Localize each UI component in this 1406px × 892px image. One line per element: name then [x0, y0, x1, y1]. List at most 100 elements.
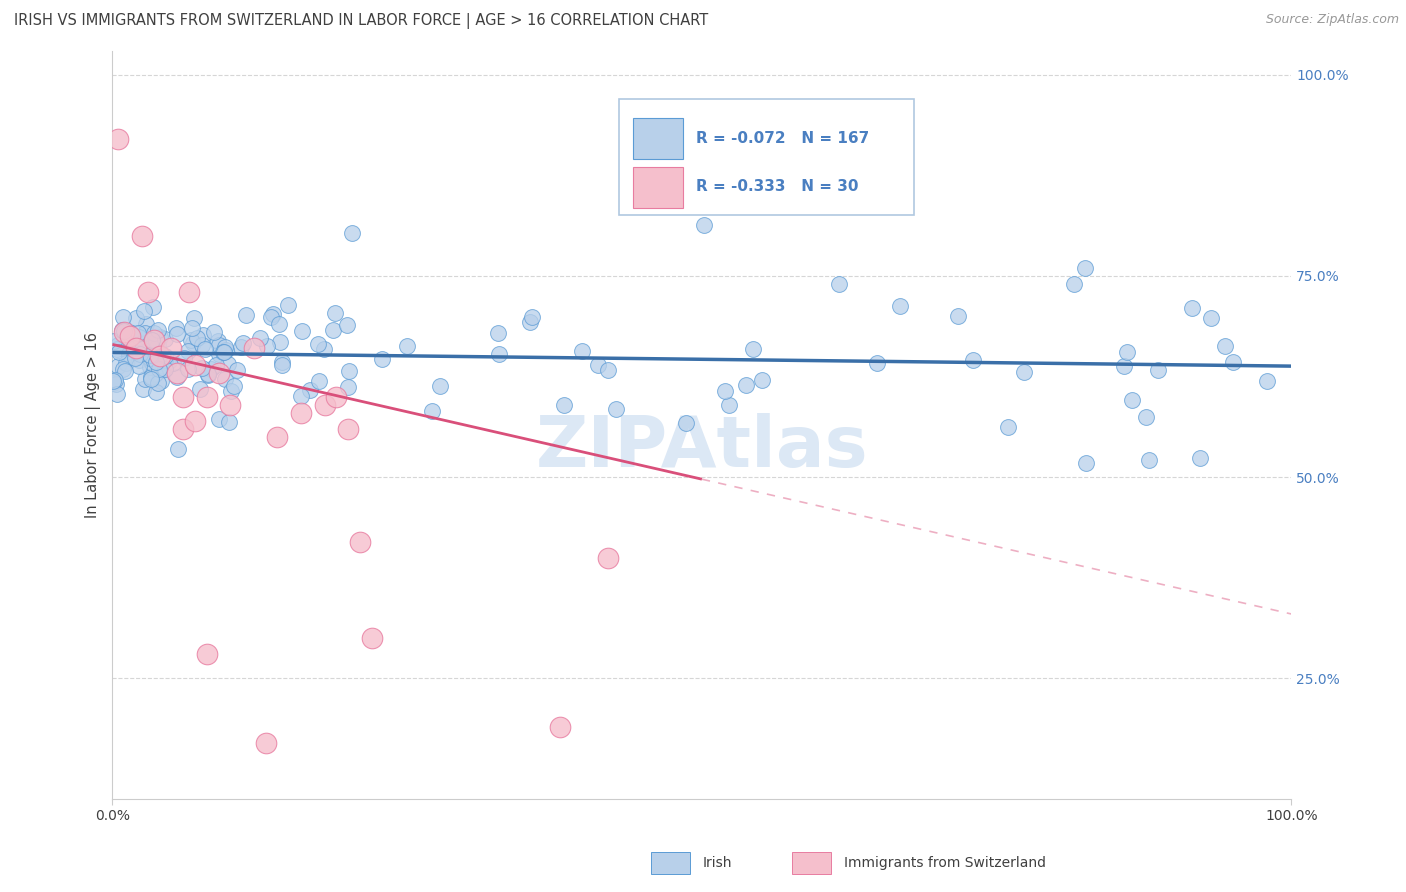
Point [1222, 355, 1244, 369]
Point [184, 358, 207, 372]
Text: Irish: Irish [703, 855, 733, 870]
FancyBboxPatch shape [634, 118, 683, 159]
Point [197, 367, 219, 381]
Point [139, 359, 162, 374]
Point [117, 347, 139, 361]
Point [395, 339, 418, 353]
Point [1199, 311, 1222, 326]
Point [149, 329, 172, 343]
Point [828, 277, 851, 292]
Point [229, 340, 252, 354]
Point [150, 375, 173, 389]
Point [217, 357, 239, 371]
Point [143, 367, 166, 381]
Point [207, 334, 229, 348]
Point [125, 342, 148, 356]
Point [214, 372, 236, 386]
Point [520, 310, 543, 324]
Point [114, 364, 136, 378]
Point [145, 355, 167, 369]
Point [142, 300, 165, 314]
Text: ZIPAtlas: ZIPAtlas [536, 413, 868, 482]
Point [224, 379, 246, 393]
Point [195, 390, 218, 404]
FancyBboxPatch shape [634, 167, 683, 208]
Point [131, 342, 153, 356]
Point [134, 326, 156, 340]
Point [131, 228, 153, 243]
Point [266, 430, 288, 444]
Point [598, 362, 620, 376]
Point [243, 342, 266, 356]
Point [256, 339, 278, 353]
Point [486, 326, 509, 340]
Point [107, 338, 129, 352]
Point [553, 398, 575, 412]
Text: IRISH VS IMMIGRANTS FROM SWITZERLAND IN LABOR FORCE | AGE > 16 CORRELATION CHART: IRISH VS IMMIGRANTS FROM SWITZERLAND IN … [14, 13, 709, 29]
Point [323, 306, 346, 320]
Point [205, 358, 228, 372]
Point [271, 354, 294, 368]
Point [146, 322, 169, 336]
Point [143, 339, 166, 353]
Point [219, 398, 242, 412]
Point [1073, 260, 1095, 275]
Point [200, 362, 222, 376]
Point [337, 379, 360, 393]
Point [112, 326, 135, 340]
Point [146, 343, 169, 357]
Point [124, 337, 146, 351]
Point [571, 344, 593, 359]
Point [208, 346, 231, 360]
Point [429, 379, 451, 393]
Point [145, 334, 167, 348]
Point [675, 417, 697, 431]
Y-axis label: In Labor Force | Age > 16: In Labor Force | Age > 16 [86, 332, 101, 518]
Point [141, 370, 163, 384]
Point [277, 298, 299, 312]
Point [180, 321, 202, 335]
Point [299, 383, 322, 397]
Point [1181, 301, 1204, 315]
Point [105, 376, 128, 391]
FancyBboxPatch shape [620, 99, 914, 215]
Point [148, 350, 170, 364]
Point [191, 360, 214, 375]
Point [132, 304, 155, 318]
Point [143, 326, 166, 340]
Point [290, 406, 312, 420]
Point [290, 389, 312, 403]
Point [197, 368, 219, 382]
Point [741, 342, 763, 356]
Point [172, 422, 194, 436]
Point [349, 534, 371, 549]
Point [1256, 375, 1278, 389]
Point [193, 343, 215, 357]
Text: Source: ZipAtlas.com: Source: ZipAtlas.com [1265, 13, 1399, 27]
Point [202, 325, 225, 339]
Point [550, 720, 572, 734]
Point [734, 378, 756, 392]
Point [254, 736, 277, 750]
Point [127, 326, 149, 341]
Point [751, 373, 773, 387]
Point [267, 317, 290, 331]
Point [160, 342, 183, 356]
Point [214, 340, 236, 354]
Point [112, 324, 135, 338]
Point [153, 332, 176, 346]
Point [150, 363, 173, 377]
Point [1076, 456, 1098, 470]
Point [120, 345, 142, 359]
Point [184, 414, 207, 428]
Point [291, 324, 314, 338]
Point [314, 398, 336, 412]
Point [181, 335, 204, 350]
Point [218, 415, 240, 429]
Point [105, 343, 128, 357]
Point [225, 362, 247, 376]
Point [132, 382, 155, 396]
Point [162, 356, 184, 370]
Point [308, 374, 330, 388]
Point [342, 226, 364, 240]
